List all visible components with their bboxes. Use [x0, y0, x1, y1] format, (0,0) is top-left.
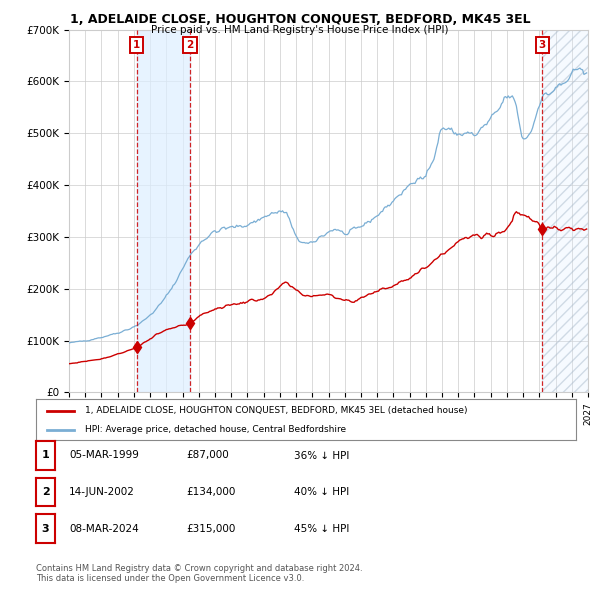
- Text: 3: 3: [538, 40, 546, 50]
- Text: 40% ↓ HPI: 40% ↓ HPI: [294, 487, 349, 497]
- Text: 2: 2: [187, 40, 194, 50]
- Bar: [137, 30, 190, 392]
- Text: 1, ADELAIDE CLOSE, HOUGHTON CONQUEST, BEDFORD, MK45 3EL (detached house): 1, ADELAIDE CLOSE, HOUGHTON CONQUEST, BE…: [85, 406, 467, 415]
- Text: £315,000: £315,000: [186, 524, 235, 533]
- Text: 1, ADELAIDE CLOSE, HOUGHTON CONQUEST, BEDFORD, MK45 3EL: 1, ADELAIDE CLOSE, HOUGHTON CONQUEST, BE…: [70, 13, 530, 26]
- Text: 45% ↓ HPI: 45% ↓ HPI: [294, 524, 349, 533]
- Bar: [542, 30, 588, 392]
- Text: 05-MAR-1999: 05-MAR-1999: [69, 451, 139, 460]
- Text: 14-JUN-2002: 14-JUN-2002: [69, 487, 135, 497]
- Text: Contains HM Land Registry data © Crown copyright and database right 2024.
This d: Contains HM Land Registry data © Crown c…: [36, 563, 362, 583]
- Bar: [542, 30, 588, 392]
- Text: Price paid vs. HM Land Registry's House Price Index (HPI): Price paid vs. HM Land Registry's House …: [151, 25, 449, 35]
- Text: 1: 1: [42, 451, 49, 460]
- Text: £134,000: £134,000: [186, 487, 235, 497]
- Text: 08-MAR-2024: 08-MAR-2024: [69, 524, 139, 533]
- Text: 1: 1: [133, 40, 140, 50]
- Text: 2: 2: [42, 487, 49, 497]
- Text: 3: 3: [42, 524, 49, 533]
- Text: HPI: Average price, detached house, Central Bedfordshire: HPI: Average price, detached house, Cent…: [85, 425, 346, 434]
- Text: £87,000: £87,000: [186, 451, 229, 460]
- Text: 36% ↓ HPI: 36% ↓ HPI: [294, 451, 349, 460]
